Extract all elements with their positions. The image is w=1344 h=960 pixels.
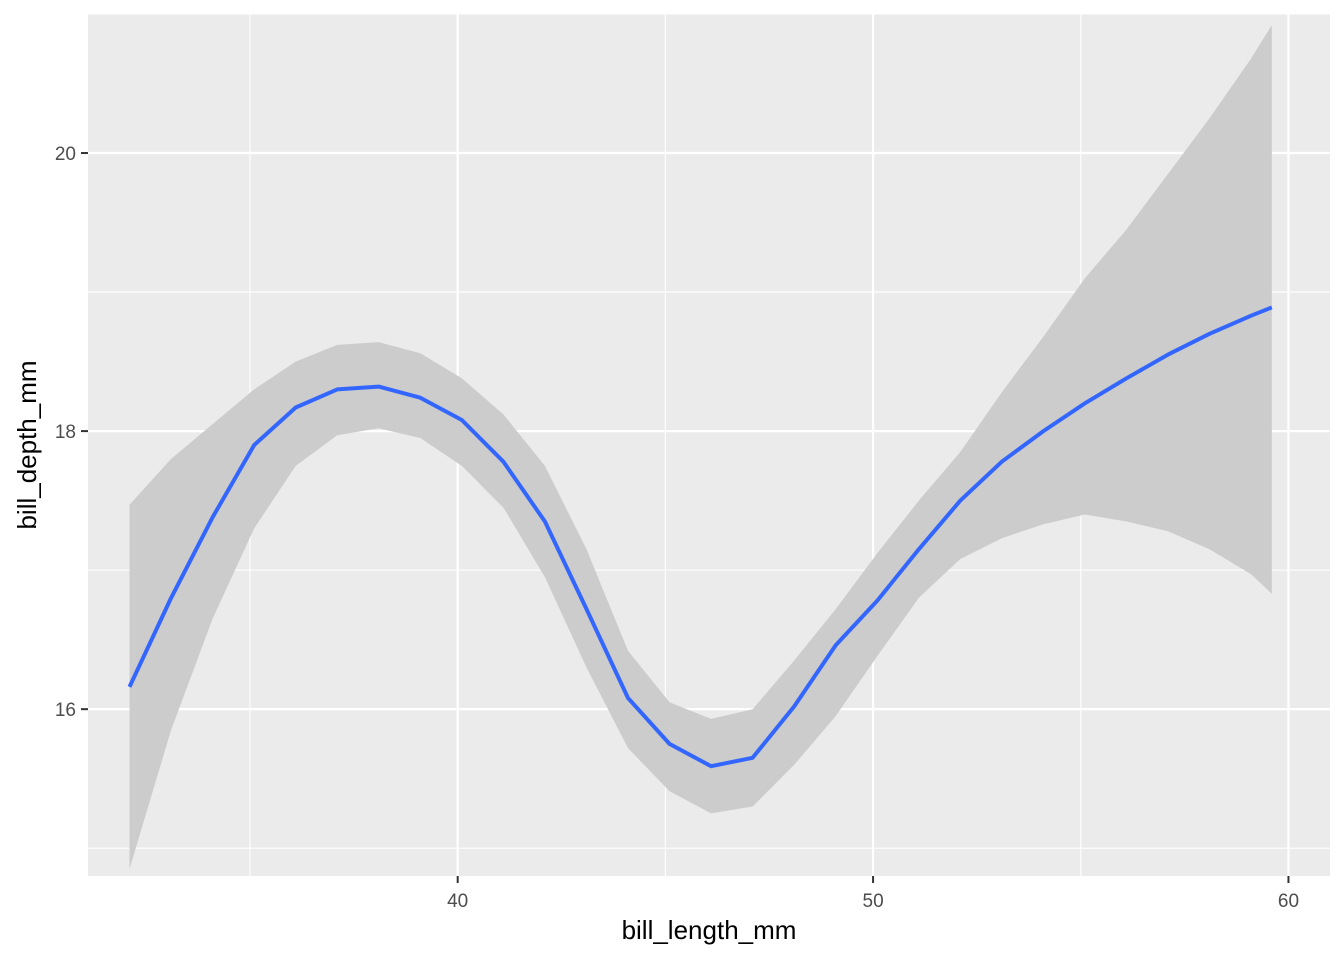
x-tick-label: 50 [863,891,884,912]
confidence-ribbon [129,25,1272,870]
y-tick-label: 20 [55,144,76,165]
x-tick-labels: 40 50 60 [447,891,1299,912]
y-tick-label: 16 [55,700,76,721]
smooth-line [127,305,1273,769]
axis-ticks [81,152,1290,883]
y-tick-labels: 16 18 20 [55,144,76,721]
y-axis-title: bill_depth_mm [12,360,42,529]
x-tick-label: 60 [1278,891,1299,912]
x-axis-title: bill_length_mm [622,915,797,945]
series-layer [127,25,1273,870]
x-tick-label: 40 [447,891,468,912]
y-tick-label: 18 [55,422,76,443]
